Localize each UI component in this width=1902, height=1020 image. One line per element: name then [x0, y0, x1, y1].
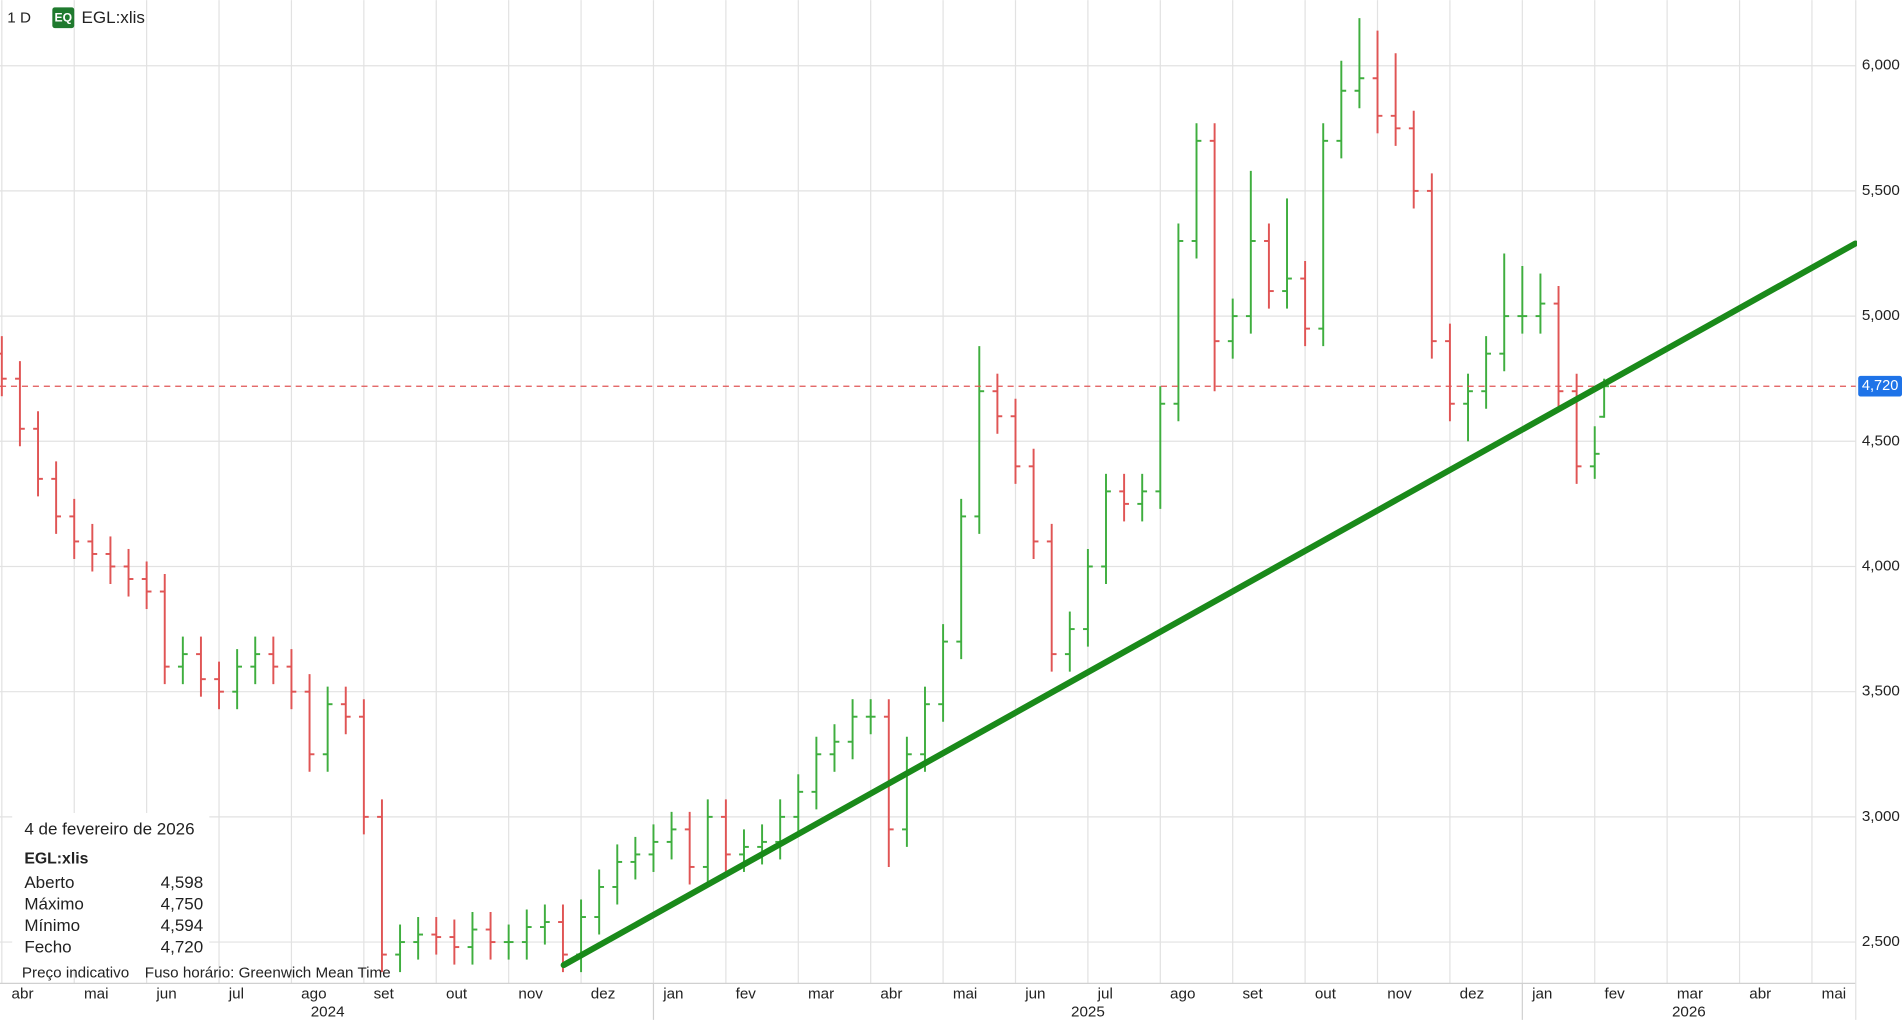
x-tick-label: set: [1242, 985, 1263, 1002]
y-tick-label: 5,500: [1862, 182, 1900, 199]
y-tick-label: 5,000: [1862, 307, 1900, 324]
x-tick-label: nov: [1387, 985, 1412, 1002]
x-tick-label: fev: [1604, 985, 1625, 1002]
info-value: 4,720: [161, 938, 204, 957]
bars-layer: abr mai jun jul ago set out nov dez jan fev mar abr m…: [0, 18, 1857, 1020]
footer-timezone: Fuso horário: Greenwich Mean Time: [145, 965, 391, 982]
year-label: 2024: [311, 1004, 345, 1020]
trendline: [560, 240, 1857, 969]
info-label: Fecho: [24, 938, 71, 957]
year-label: 2026: [1672, 1004, 1706, 1020]
y-tick-label: 6,000: [1862, 57, 1900, 74]
x-tick-label: jan: [662, 985, 683, 1002]
x-tick-label: dez: [1460, 985, 1485, 1002]
x-tick-label: mar: [808, 985, 834, 1002]
x-tick-label: out: [1315, 985, 1337, 1002]
x-tick-label: mai: [1822, 985, 1847, 1002]
x-tick-label: out: [446, 985, 468, 1002]
x-tick-label: abr: [880, 985, 902, 1002]
symbol[interactable]: EGL:xlis: [82, 8, 145, 27]
year-label: 2025: [1071, 1004, 1105, 1020]
info-date: 4 de fevereiro de 2026: [24, 820, 194, 839]
info-value: 4,750: [161, 895, 204, 914]
x-tick-label: mai: [953, 985, 978, 1002]
x-tick-label: jan: [1531, 985, 1552, 1002]
info-label: Aberto: [24, 873, 74, 892]
info-value: 4,598: [161, 873, 204, 892]
overlay-layer: 2,500 3,000 3,500 4,000 4,500 5,000 5,500 6,000…: [1858, 57, 1902, 950]
x-tick-label: fev: [736, 985, 757, 1002]
x-tick-label: ago: [1170, 985, 1195, 1002]
last-price-label: 4,720: [1862, 378, 1899, 394]
x-tick-label: nov: [518, 985, 543, 1002]
y-tick-label: 2,500: [1862, 933, 1900, 950]
interval[interactable]: 1 D: [7, 9, 31, 26]
x-tick-label: jun: [155, 985, 176, 1002]
info-label: Máximo: [24, 895, 84, 914]
badge: EQ: [54, 11, 72, 25]
x-tick-label: mar: [1677, 985, 1703, 1002]
x-tick-label: set: [374, 985, 395, 1002]
x-tick-label: ago: [301, 985, 326, 1002]
info-panel: [12, 813, 210, 969]
x-tick-label: abr: [12, 985, 34, 1002]
x-tick-label: jun: [1024, 985, 1045, 1002]
info-rows: Aberto 4,598 Máximo 4,750 Mínimo 4,594 Fecho 4,…: [24, 873, 203, 957]
y-tick-label: 4,000: [1862, 558, 1900, 575]
badge-bg: [52, 7, 75, 29]
x-tick-label: jul: [1097, 985, 1113, 1002]
y-tick-label: 3,500: [1862, 683, 1900, 700]
last-price-box: [1858, 375, 1902, 397]
y-tick-label: 4,500: [1862, 432, 1900, 449]
info-symbol: EGL:xlis: [24, 850, 88, 867]
info-label: Mínimo: [24, 916, 80, 935]
x-tick-label: mai: [84, 985, 109, 1002]
x-tick-label: abr: [1749, 985, 1771, 1002]
info-value: 4,594: [161, 916, 204, 935]
footer-note: Preço indicativo: [22, 965, 129, 982]
grid-layer: [0, 0, 1857, 1020]
x-tick-label: jul: [228, 985, 244, 1002]
x-tick-label: dez: [591, 985, 616, 1002]
y-tick-label: 3,000: [1862, 808, 1900, 825]
